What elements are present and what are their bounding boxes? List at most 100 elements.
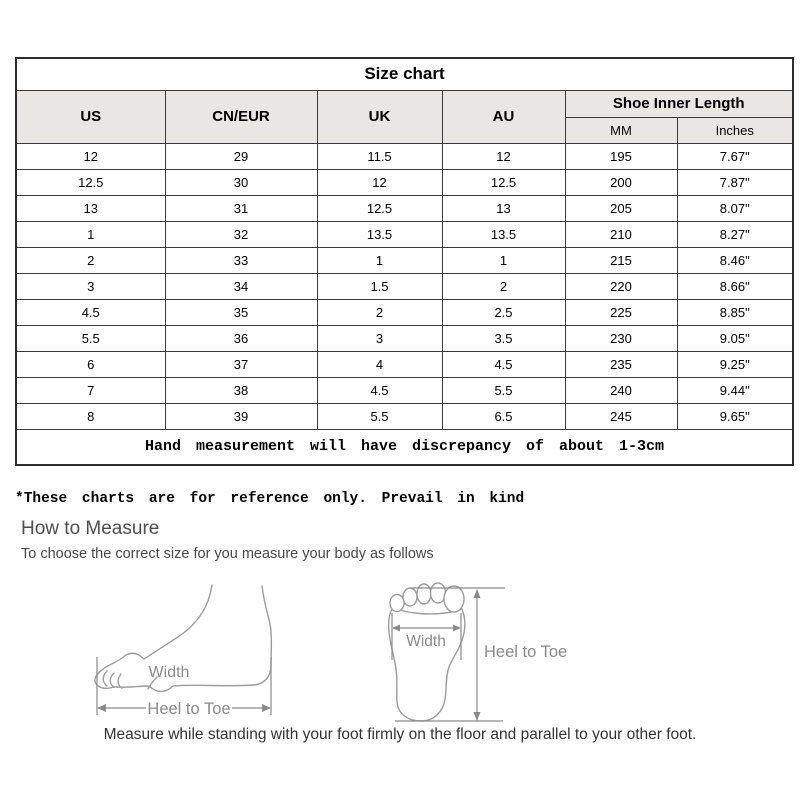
size-cell: 2 bbox=[316, 298, 443, 326]
size-cell: 12.5 bbox=[441, 168, 566, 196]
size-row: 4.5 35 2 2.5 225 8.85" bbox=[15, 298, 794, 326]
size-cell: 4.5 bbox=[316, 376, 443, 404]
toe-icon bbox=[416, 583, 432, 605]
toe-icon bbox=[402, 587, 418, 607]
size-cell: 11.5 bbox=[316, 142, 443, 170]
size-cell: 7.87" bbox=[676, 168, 794, 196]
measure-caption: Measure while standing with your foot fi… bbox=[103, 726, 697, 743]
size-cell: 235 bbox=[564, 350, 678, 378]
size-cell: 36 bbox=[164, 324, 318, 352]
size-row: 3 34 1.5 2 220 8.66" bbox=[15, 272, 794, 300]
arrowhead-right-icon bbox=[262, 704, 271, 712]
size-cell: 245 bbox=[564, 402, 678, 430]
foot-bottom-view-diagram: Width Heel to Toe bbox=[387, 582, 567, 722]
size-cell: 9.65" bbox=[676, 402, 794, 430]
size-cell: 30 bbox=[164, 168, 318, 196]
size-cell: 37 bbox=[164, 350, 318, 378]
size-cell: 8.46" bbox=[676, 246, 794, 274]
size-cell: 29 bbox=[164, 142, 318, 170]
size-cell: 34 bbox=[164, 272, 318, 300]
size-cell: 8.66" bbox=[676, 272, 794, 300]
header-row: US CN/EUR UK AU Shoe Inner Length bbox=[15, 89, 794, 144]
size-cell: 3 bbox=[316, 324, 443, 352]
size-cell: 13 bbox=[441, 194, 566, 222]
size-cell: 8.07" bbox=[676, 194, 794, 222]
column-header-uk: UK bbox=[316, 89, 443, 144]
size-cell: 12.5 bbox=[316, 194, 443, 222]
size-cell: 6 bbox=[15, 350, 166, 378]
size-cell: 8.85" bbox=[676, 298, 794, 326]
size-cell: 35 bbox=[164, 298, 318, 326]
size-cell: 7.67" bbox=[676, 142, 794, 170]
column-header-cn-eur: CN/EUR bbox=[164, 89, 318, 144]
size-cell: 3 bbox=[15, 272, 166, 300]
reference-note: *These charts are for reference only. Pr… bbox=[15, 491, 525, 507]
arrowhead-left-icon bbox=[97, 704, 106, 712]
foot-sole-outline-icon bbox=[387, 607, 466, 722]
size-cell: 9.05" bbox=[676, 324, 794, 352]
bottom-heel-to-toe-label: Heel to Toe bbox=[484, 643, 567, 661]
size-cell: 3.5 bbox=[441, 324, 566, 352]
size-row: 2 33 1 1 215 8.46" bbox=[15, 246, 794, 274]
column-header-inches: Inches bbox=[676, 116, 794, 144]
side-heel-to-toe-label: Heel to Toe bbox=[147, 700, 230, 718]
size-row: 6 37 4 4.5 235 9.25" bbox=[15, 350, 794, 378]
size-cell: 2 bbox=[15, 246, 166, 274]
size-cell: 215 bbox=[564, 246, 678, 274]
title-row: Size chart bbox=[15, 57, 794, 91]
size-cell: 230 bbox=[564, 324, 678, 352]
size-cell: 2.5 bbox=[441, 298, 566, 326]
toe-icon bbox=[389, 593, 405, 613]
size-cell: 1.5 bbox=[316, 272, 443, 300]
size-cell: 1 bbox=[15, 220, 166, 248]
arrowhead-right-icon bbox=[453, 624, 461, 632]
size-cell: 31 bbox=[164, 194, 318, 222]
size-cell: 2 bbox=[441, 272, 566, 300]
side-width-label: Width bbox=[149, 664, 190, 681]
column-header-inner-length: Shoe Inner Length bbox=[564, 89, 794, 118]
size-cell: 4 bbox=[316, 350, 443, 378]
size-cell: 12 bbox=[15, 142, 166, 170]
size-cell: 1 bbox=[316, 246, 443, 274]
size-cell: 32 bbox=[164, 220, 318, 248]
size-chart-table: Size chart US CN/EUR UK AU Shoe Inner Le… bbox=[15, 57, 794, 466]
size-cell: 6.5 bbox=[441, 402, 566, 430]
size-cell: 4.5 bbox=[441, 350, 566, 378]
column-header-au: AU bbox=[441, 89, 566, 144]
subheader-row: MM Inches bbox=[16, 116, 794, 144]
size-cell: 9.44" bbox=[676, 376, 794, 404]
size-cell: 38 bbox=[164, 376, 318, 404]
size-cell: 8.27" bbox=[676, 220, 794, 248]
table-footnote: Hand measurement will have discrepancy o… bbox=[15, 428, 794, 466]
size-cell: 13.5 bbox=[441, 220, 566, 248]
size-cell: 39 bbox=[164, 402, 318, 430]
size-cell: 225 bbox=[564, 298, 678, 326]
toe-icon bbox=[429, 582, 447, 604]
size-row: 12.5 30 12 12.5 200 7.87" bbox=[15, 168, 794, 196]
width-pointer-line bbox=[147, 676, 158, 690]
size-cell: 240 bbox=[564, 376, 678, 404]
how-to-measure-subheading: To choose the correct size for you measu… bbox=[21, 546, 434, 562]
arrowhead-left-icon bbox=[392, 624, 400, 632]
size-cell: 5.5 bbox=[15, 324, 166, 352]
size-row: 7 38 4.5 5.5 240 9.44" bbox=[15, 376, 794, 404]
size-cell: 1 bbox=[441, 246, 566, 274]
size-cell: 195 bbox=[564, 142, 678, 170]
toe-crease-icon bbox=[102, 670, 123, 689]
size-cell: 4.5 bbox=[15, 298, 166, 326]
big-toe-icon bbox=[443, 585, 465, 613]
column-header-mm: MM bbox=[564, 116, 678, 144]
size-cell: 220 bbox=[564, 272, 678, 300]
size-cell: 5.5 bbox=[441, 376, 566, 404]
footnote-row: Hand measurement will have discrepancy o… bbox=[15, 428, 794, 466]
size-row: 12 29 11.5 12 195 7.67" bbox=[15, 142, 794, 170]
size-cell: 210 bbox=[564, 220, 678, 248]
size-row: 8 39 5.5 6.5 245 9.65" bbox=[15, 402, 794, 430]
size-cell: 13 bbox=[15, 194, 166, 222]
size-table-body: 12 29 11.5 12 195 7.67" 12.5 30 12 12.5 200 7.87" 13… bbox=[15, 142, 794, 430]
size-row: 13 31 12.5 13 205 8.07" bbox=[15, 194, 794, 222]
size-cell: 7 bbox=[15, 376, 166, 404]
size-cell: 12 bbox=[316, 168, 443, 196]
size-cell: 12 bbox=[441, 142, 566, 170]
size-cell: 13.5 bbox=[316, 220, 443, 248]
